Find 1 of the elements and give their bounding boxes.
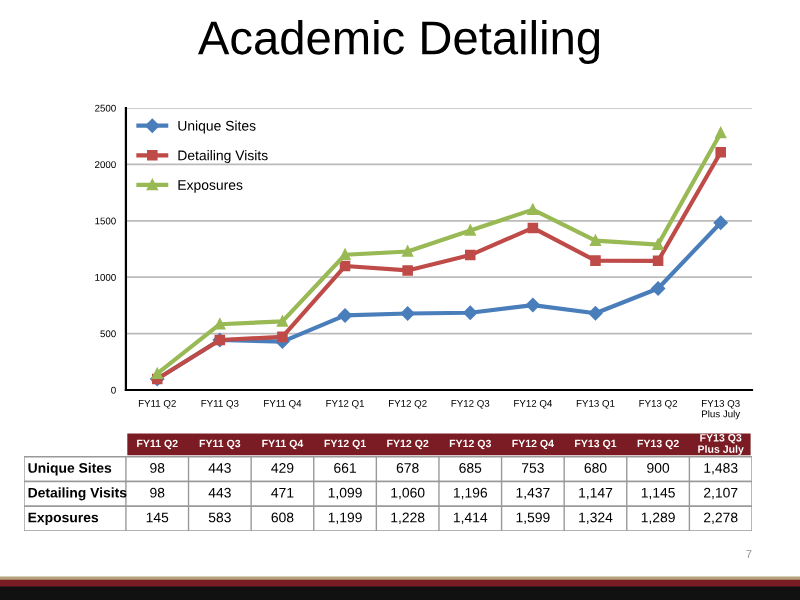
chart-title: Academic Detailing: [198, 19, 600, 65]
